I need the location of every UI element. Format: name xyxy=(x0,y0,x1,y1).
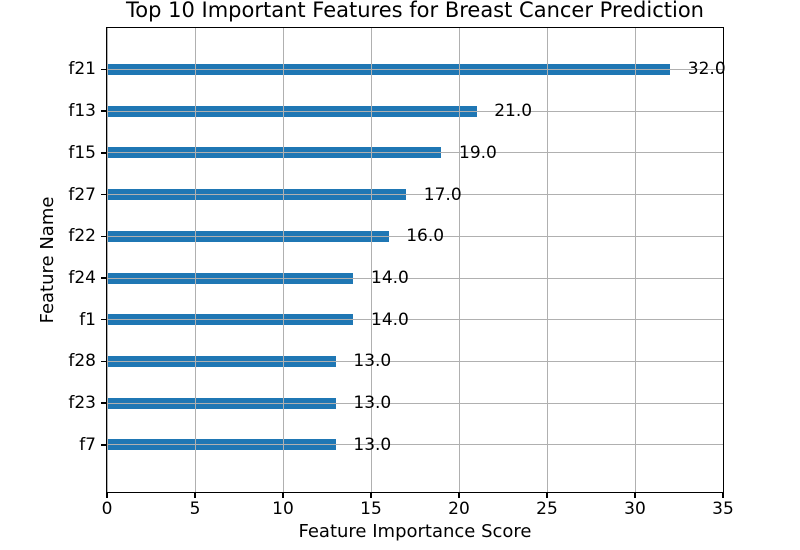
v-gridline xyxy=(458,28,460,492)
x-tick-mark xyxy=(282,493,284,498)
y-tick-label: f28 xyxy=(68,351,96,372)
y-tick-label: f21 xyxy=(68,59,96,80)
x-axis-label: Feature Importance Score xyxy=(298,521,532,542)
v-gridline xyxy=(634,28,636,492)
h-gridline xyxy=(107,277,723,279)
bar-value-label: 17.0 xyxy=(423,184,462,205)
y-tick-mark xyxy=(101,68,106,71)
x-tick-label: 0 xyxy=(101,499,113,519)
y-tick-mark xyxy=(101,277,106,279)
v-gridline xyxy=(370,28,372,492)
y-tick-mark xyxy=(101,193,106,196)
h-gridline xyxy=(107,444,723,446)
y-tick-mark xyxy=(101,402,106,404)
y-tick-label: f13 xyxy=(68,101,96,122)
y-tick-label: f1 xyxy=(79,309,96,330)
y-tick-label: f7 xyxy=(79,434,96,455)
bar-value-label: 13.0 xyxy=(353,434,392,455)
y-tick-label: f22 xyxy=(68,226,96,247)
v-gridline xyxy=(106,28,108,492)
y-tick-mark xyxy=(101,444,106,446)
h-gridline xyxy=(107,402,723,404)
h-gridline xyxy=(107,194,723,196)
x-tick-label: 25 xyxy=(536,499,558,519)
x-tick-label: 15 xyxy=(360,499,382,519)
x-tick-mark xyxy=(194,493,196,498)
x-tick-label: 35 xyxy=(712,499,734,519)
y-tick-mark xyxy=(101,318,106,321)
y-tick-label: f23 xyxy=(68,393,96,414)
y-tick-mark xyxy=(101,152,106,154)
y-tick-mark xyxy=(101,235,106,237)
bar-value-label: 13.0 xyxy=(353,351,392,372)
v-gridline xyxy=(282,28,284,492)
y-axis-label: Feature Name xyxy=(37,196,58,324)
bar-value-label: 32.0 xyxy=(687,59,726,80)
h-gridline xyxy=(107,68,723,70)
x-tick-label: 10 xyxy=(272,499,294,519)
v-gridline xyxy=(546,28,548,492)
bar-value-label: 16.0 xyxy=(406,226,445,247)
x-tick-label: 20 xyxy=(448,499,470,519)
h-gridline xyxy=(107,152,723,154)
bar-value-label: 19.0 xyxy=(459,142,497,163)
x-tick-label: 5 xyxy=(189,499,201,519)
bar-value-label: 14.0 xyxy=(371,309,409,330)
y-tick-label: f24 xyxy=(68,268,96,288)
chart-title: Top 10 Important Features for Breast Can… xyxy=(126,0,704,22)
x-tick-mark xyxy=(458,493,460,498)
y-tick-mark xyxy=(101,360,106,363)
h-gridline xyxy=(107,110,723,112)
bar-value-label: 13.0 xyxy=(353,393,392,414)
h-gridline xyxy=(107,360,723,362)
x-tick-mark xyxy=(106,493,108,498)
v-gridline xyxy=(722,28,724,492)
y-tick-label: f15 xyxy=(68,142,96,163)
h-gridline xyxy=(107,319,723,321)
x-tick-mark xyxy=(722,493,724,498)
x-tick-mark xyxy=(546,493,548,498)
plot-frame xyxy=(106,27,724,493)
plot-area: 32.0 21.0 19.0 17.0 16.0 14.0 14.0 13.0 13.0 13.0 xyxy=(106,27,726,493)
x-tick-mark xyxy=(634,493,636,498)
y-tick-label: f27 xyxy=(68,184,96,205)
bar-value-label: 21.0 xyxy=(494,101,533,122)
x-tick-mark xyxy=(370,493,372,498)
v-gridline xyxy=(194,28,196,492)
x-tick-label: 30 xyxy=(624,499,646,519)
h-gridline xyxy=(107,235,723,237)
bar-value-label: 14.0 xyxy=(371,268,409,288)
y-tick-mark xyxy=(101,110,106,112)
